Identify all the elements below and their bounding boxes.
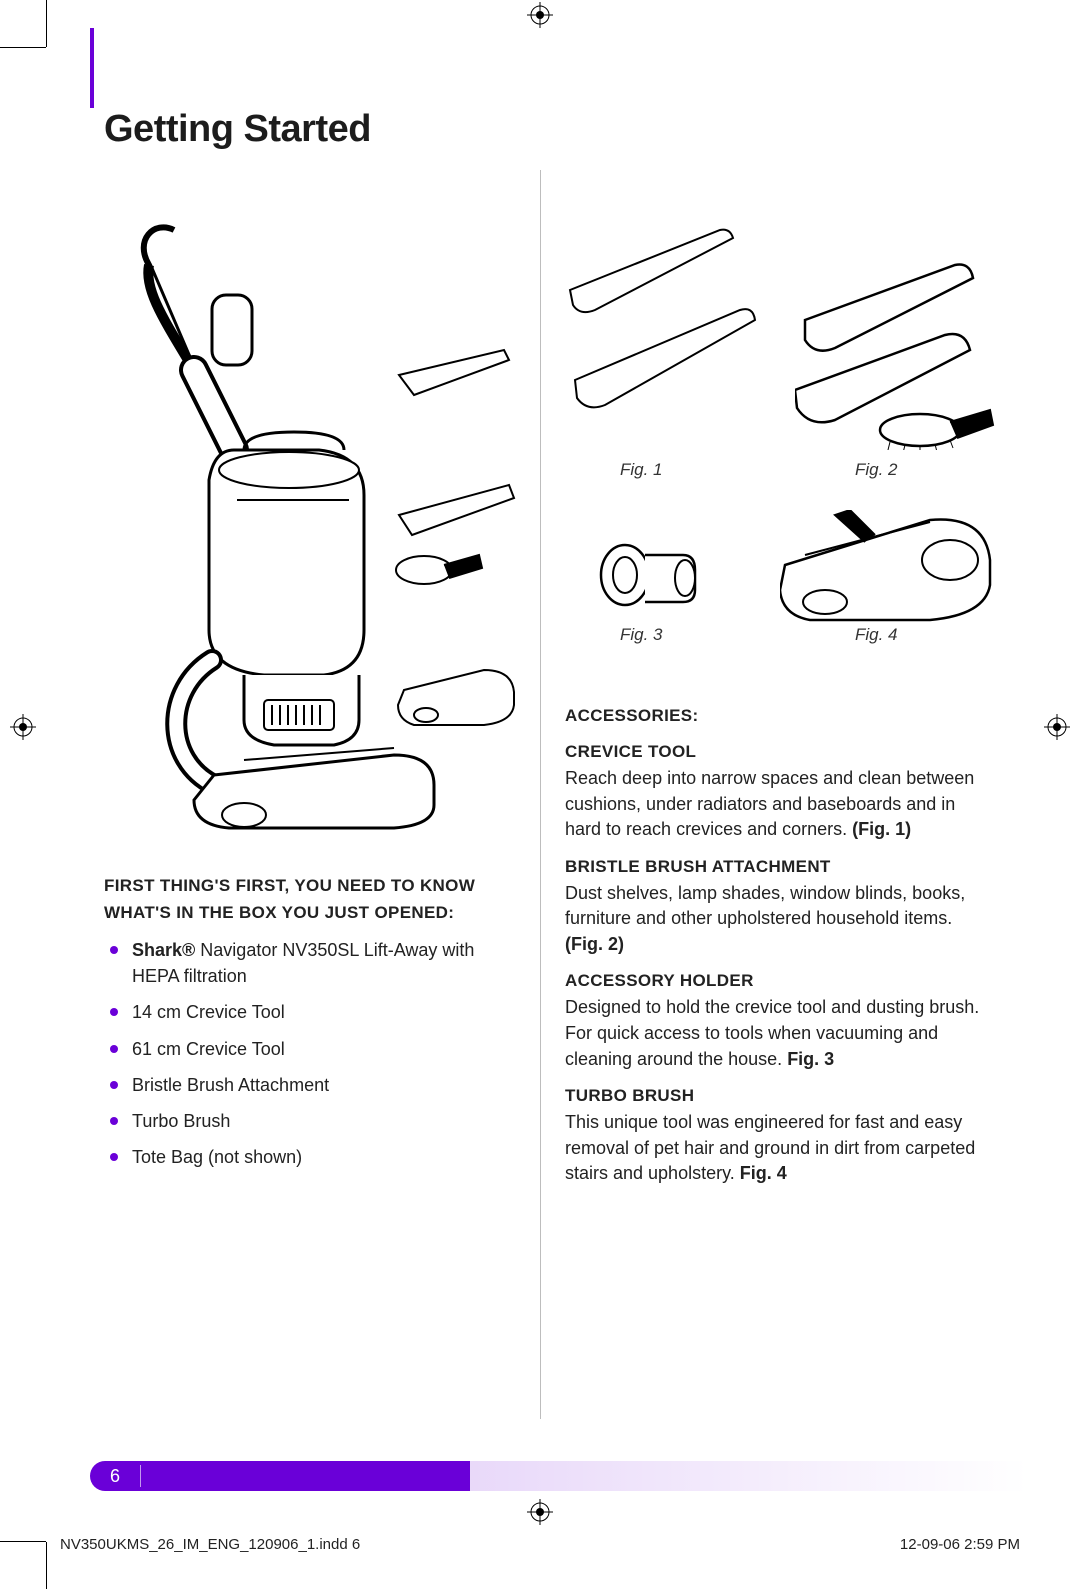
page-number-bar (90, 1461, 470, 1491)
registration-mark-icon (527, 1499, 553, 1525)
fig-label: Fig. 3 (620, 625, 663, 645)
fig3-illustration (595, 530, 705, 620)
accessory-body: Reach deep into narrow spaces and clean … (565, 766, 995, 843)
print-footer: NV350UKMS_26_IM_ENG_120906_1.indd 6 12-0… (60, 1536, 1020, 1553)
accessory-title: BRISTLE BRUSH ATTACHMENT (565, 857, 995, 877)
box-contents: FIRST THING'S FIRST, YOU NEED TO KNOW WH… (104, 872, 504, 1180)
accessory-body: Dust shelves, lamp shades, window blinds… (565, 881, 995, 958)
fig-label: Fig. 1 (620, 460, 663, 480)
accessory-body: Designed to hold the crevice tool and du… (565, 995, 995, 1072)
page-number: 6 (110, 1461, 120, 1491)
list-item: Tote Bag (not shown) (104, 1144, 504, 1170)
fig4-illustration (780, 510, 995, 630)
crop-mark (46, 0, 47, 47)
crop-mark (0, 1541, 46, 1542)
accessory-title: TURBO BRUSH (565, 1086, 995, 1106)
list-item: Turbo Brush (104, 1108, 504, 1134)
crop-mark (46, 1542, 47, 1589)
manual-page: Getting Started (0, 0, 1080, 1589)
box-heading: FIRST THING'S FIRST, YOU NEED TO KNOW WH… (104, 876, 475, 922)
list-item: 61 cm Crevice Tool (104, 1036, 504, 1062)
list-item: Shark® Navigator NV350SL Lift-Away with … (104, 937, 504, 989)
list-item: Bristle Brush Attachment (104, 1072, 504, 1098)
registration-mark-icon (1044, 714, 1070, 740)
fig-label: Fig. 2 (855, 460, 898, 480)
accent-fade (470, 1461, 1030, 1491)
accessory-body: This unique tool was engineered for fast… (565, 1110, 995, 1187)
accessories-lead: ACCESSORIES: (565, 704, 995, 728)
footer-filename: NV350UKMS_26_IM_ENG_120906_1.indd 6 (60, 1536, 360, 1553)
box-list: Shark® Navigator NV350SL Lift-Away with … (104, 937, 504, 1170)
list-item: 14 cm Crevice Tool (104, 999, 504, 1025)
registration-mark-icon (10, 714, 36, 740)
page-title: Getting Started (104, 108, 371, 151)
vacuum-illustration (94, 200, 524, 840)
fig1-illustration (565, 220, 765, 450)
crop-mark (0, 47, 46, 48)
column-divider (540, 170, 541, 1419)
accessory-title: CREVICE TOOL (565, 742, 995, 762)
page-number-divider (140, 1465, 141, 1487)
registration-mark-icon (527, 2, 553, 28)
accessory-title: ACCESSORY HOLDER (565, 971, 995, 991)
footer-timestamp: 12-09-06 2:59 PM (900, 1536, 1020, 1553)
fig2-illustration (795, 250, 995, 450)
accessories-block: ACCESSORIES: CREVICE TOOL Reach deep int… (565, 700, 995, 1187)
fig-label: Fig. 4 (855, 625, 898, 645)
accent-bar (90, 28, 94, 108)
